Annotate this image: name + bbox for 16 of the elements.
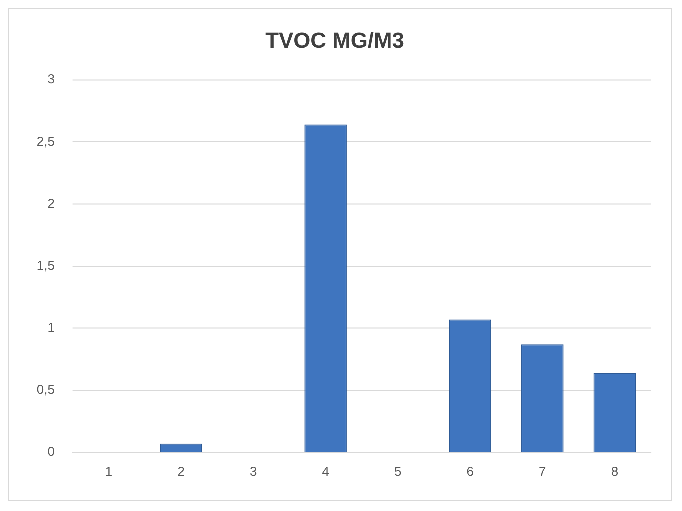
x-tick-label: 8 xyxy=(611,464,619,479)
y-tick-label: 2,5 xyxy=(36,134,55,149)
y-tick-label: 0 xyxy=(48,444,55,460)
y-tick-label: 3 xyxy=(48,72,55,87)
x-tick-label: 7 xyxy=(539,464,546,479)
x-tick-label: 2 xyxy=(178,464,185,479)
chart-title: TVOC MG/M3 xyxy=(266,28,404,54)
y-tick-label: 1,5 xyxy=(36,258,55,273)
x-tick-label: 6 xyxy=(466,464,474,479)
y-tick-label: 0,5 xyxy=(36,382,55,398)
x-tick-label: 3 xyxy=(250,464,258,479)
x-tick-label: 1 xyxy=(105,464,113,479)
x-tick-label: 5 xyxy=(394,464,402,479)
x-tick-label: 4 xyxy=(322,464,330,479)
y-tick-label: 2 xyxy=(48,196,55,211)
y-tick-label: 1 xyxy=(48,320,55,335)
